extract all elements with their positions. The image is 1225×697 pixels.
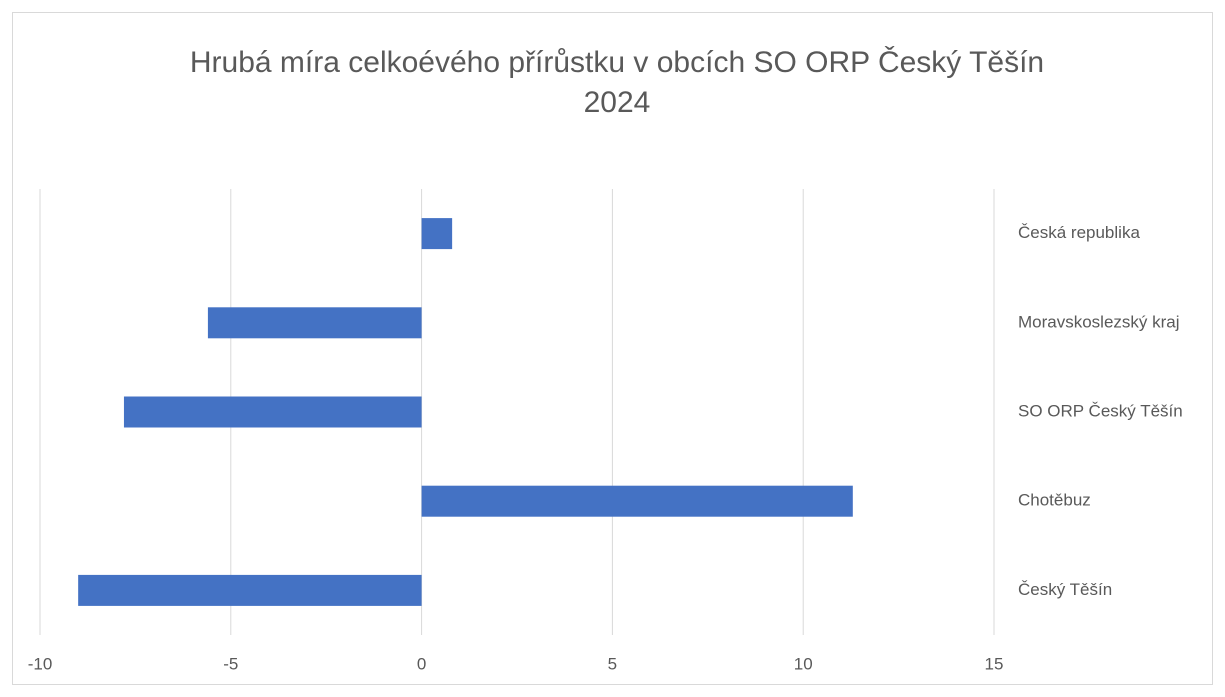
bar <box>421 485 853 517</box>
bar <box>78 574 422 606</box>
category-label: Česká republika <box>1018 223 1140 242</box>
bar <box>207 307 422 339</box>
x-tick-label: 10 <box>794 654 813 673</box>
bar <box>123 396 422 428</box>
category-label: Moravskoslezský kraj <box>1018 312 1180 331</box>
category-label: Chotěbuz <box>1018 491 1091 510</box>
category-label: SO ORP Český Těšín <box>1018 401 1183 420</box>
category-label: Český Těšín <box>1018 580 1112 599</box>
bar <box>421 218 453 250</box>
x-tick-label: 0 <box>417 654 426 673</box>
chart-title: Hrubá míra celkoévého přírůstku v obcích… <box>190 45 1044 79</box>
x-tick-label: -10 <box>28 654 53 673</box>
x-tick-label: 5 <box>608 654 617 673</box>
x-tick-label: 15 <box>985 654 1004 673</box>
x-tick-label: -5 <box>223 654 238 673</box>
chart-title: 2024 <box>584 86 651 119</box>
